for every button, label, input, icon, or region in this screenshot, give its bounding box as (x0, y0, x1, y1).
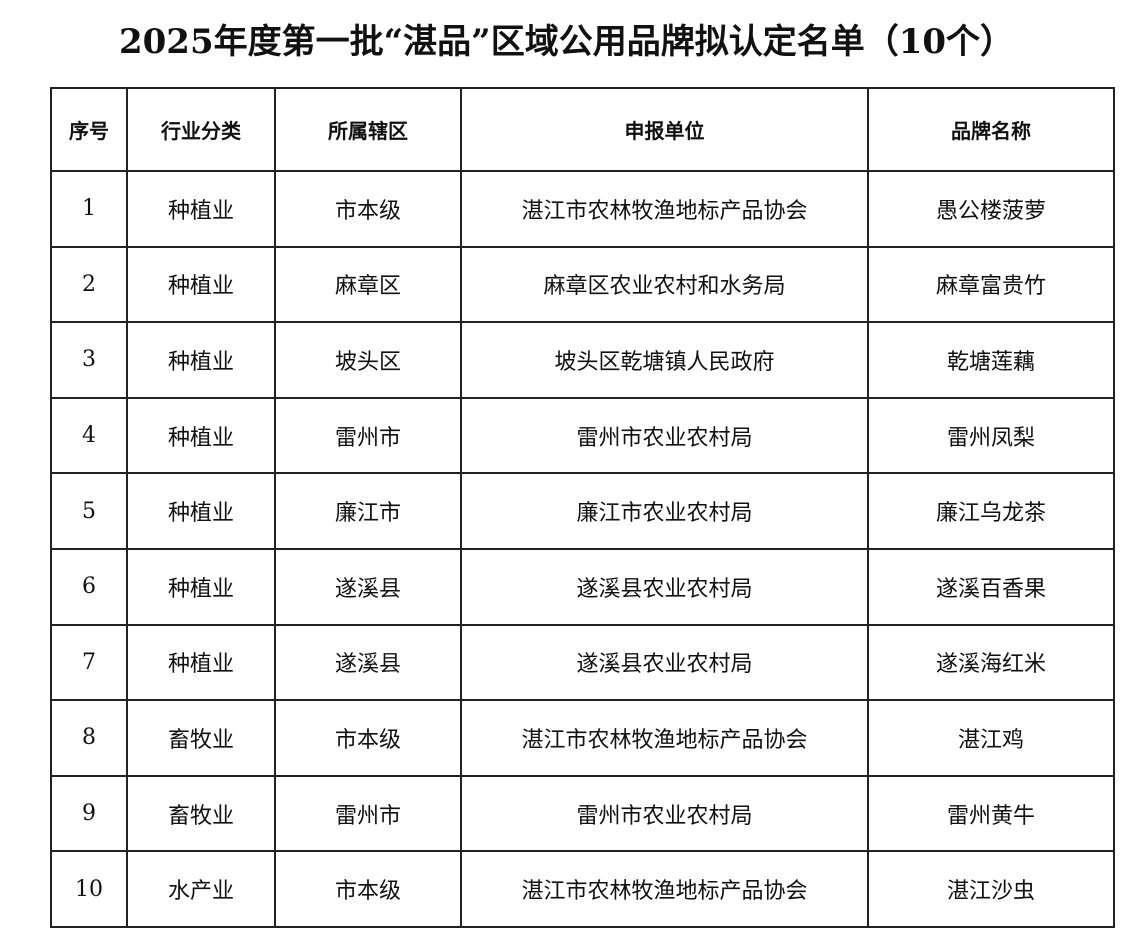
table-header-row: 序号 行业分类 所属辖区 申报单位 品牌名称 (50, 87, 1115, 172)
cell-industry: 种植业 (126, 547, 276, 626)
cell-brand: 遂溪百香果 (867, 547, 1115, 626)
cell-index: 9 (50, 774, 128, 853)
header-index: 序号 (50, 87, 128, 172)
cell-industry: 畜牧业 (126, 699, 276, 777)
cell-district: 麻章区 (274, 245, 462, 324)
cell-applicant: 坡头区乾塘镇人民政府 (460, 321, 869, 399)
cell-applicant: 雷州市农业农村局 (460, 774, 869, 853)
cell-brand: 遂溪海红米 (867, 623, 1115, 702)
cell-industry: 种植业 (126, 396, 276, 475)
table-row: 5 种植业 廉江市 廉江市农业农村局 廉江乌龙茶 (50, 472, 1115, 550)
table-row: 7 种植业 遂溪县 遂溪县农业农村局 遂溪海红米 (50, 623, 1115, 702)
cell-district: 雷州市 (274, 396, 462, 475)
cell-brand: 廉江乌龙茶 (867, 472, 1115, 550)
cell-brand: 愚公楼菠萝 (867, 170, 1115, 248)
cell-district: 市本级 (274, 170, 462, 248)
cell-industry: 种植业 (126, 623, 276, 702)
cell-applicant: 廉江市农业农村局 (460, 472, 869, 550)
cell-brand: 麻章富贵竹 (867, 245, 1115, 324)
table-row: 6 种植业 遂溪县 遂溪县农业农村局 遂溪百香果 (50, 547, 1115, 626)
cell-industry: 水产业 (126, 850, 276, 928)
cell-index: 3 (50, 321, 128, 399)
cell-applicant: 遂溪县农业农村局 (460, 547, 869, 626)
cell-index: 6 (50, 547, 128, 626)
cell-applicant: 雷州市农业农村局 (460, 396, 869, 475)
cell-index: 1 (50, 170, 128, 248)
header-district: 所属辖区 (274, 87, 462, 172)
cell-brand: 乾塘莲藕 (867, 321, 1115, 399)
cell-district: 雷州市 (274, 774, 462, 853)
table-row: 1 种植业 市本级 湛江市农林牧渔地标产品协会 愚公楼菠萝 (50, 170, 1115, 248)
cell-district: 市本级 (274, 850, 462, 928)
cell-district: 遂溪县 (274, 623, 462, 702)
table-row: 8 畜牧业 市本级 湛江市农林牧渔地标产品协会 湛江鸡 (50, 699, 1115, 777)
cell-district: 市本级 (274, 699, 462, 777)
table-row: 3 种植业 坡头区 坡头区乾塘镇人民政府 乾塘莲藕 (50, 321, 1115, 399)
cell-applicant: 湛江市农林牧渔地标产品协会 (460, 170, 869, 248)
cell-index: 5 (50, 472, 128, 550)
cell-district: 遂溪县 (274, 547, 462, 626)
brand-list-table: 序号 行业分类 所属辖区 申报单位 品牌名称 1 种植业 市本级 湛江市农林牧渔地标产… (50, 87, 1115, 928)
cell-brand: 雷州黄牛 (867, 774, 1115, 853)
table-row: 2 种植业 麻章区 麻章区农业农村和水务局 麻章富贵竹 (50, 245, 1115, 324)
cell-index: 2 (50, 245, 128, 324)
cell-district: 廉江市 (274, 472, 462, 550)
cell-index: 4 (50, 396, 128, 475)
table-row: 9 畜牧业 雷州市 雷州市农业农村局 雷州黄牛 (50, 774, 1115, 853)
cell-index: 8 (50, 699, 128, 777)
cell-industry: 种植业 (126, 321, 276, 399)
header-industry: 行业分类 (126, 87, 276, 172)
header-applicant: 申报单位 (460, 87, 869, 172)
cell-district: 坡头区 (274, 321, 462, 399)
cell-industry: 种植业 (126, 472, 276, 550)
cell-applicant: 遂溪县农业农村局 (460, 623, 869, 702)
table-row: 4 种植业 雷州市 雷州市农业农村局 雷州凤梨 (50, 396, 1115, 475)
cell-index: 7 (50, 623, 128, 702)
cell-brand: 湛江鸡 (867, 699, 1115, 777)
cell-index: 10 (50, 850, 128, 928)
cell-industry: 畜牧业 (126, 774, 276, 853)
cell-industry: 种植业 (126, 170, 276, 248)
cell-applicant: 湛江市农林牧渔地标产品协会 (460, 699, 869, 777)
cell-brand: 雷州凤梨 (867, 396, 1115, 475)
document-title: 2025年度第一批“湛品”区域公用品牌拟认定名单（10个） (118, 22, 1015, 62)
cell-brand: 湛江沙虫 (867, 850, 1115, 928)
cell-applicant: 麻章区农业农村和水务局 (460, 245, 869, 324)
cell-industry: 种植业 (126, 245, 276, 324)
table-row: 10 水产业 市本级 湛江市农林牧渔地标产品协会 湛江沙虫 (50, 850, 1115, 928)
header-brand: 品牌名称 (867, 87, 1115, 172)
cell-applicant: 湛江市农林牧渔地标产品协会 (460, 850, 869, 928)
